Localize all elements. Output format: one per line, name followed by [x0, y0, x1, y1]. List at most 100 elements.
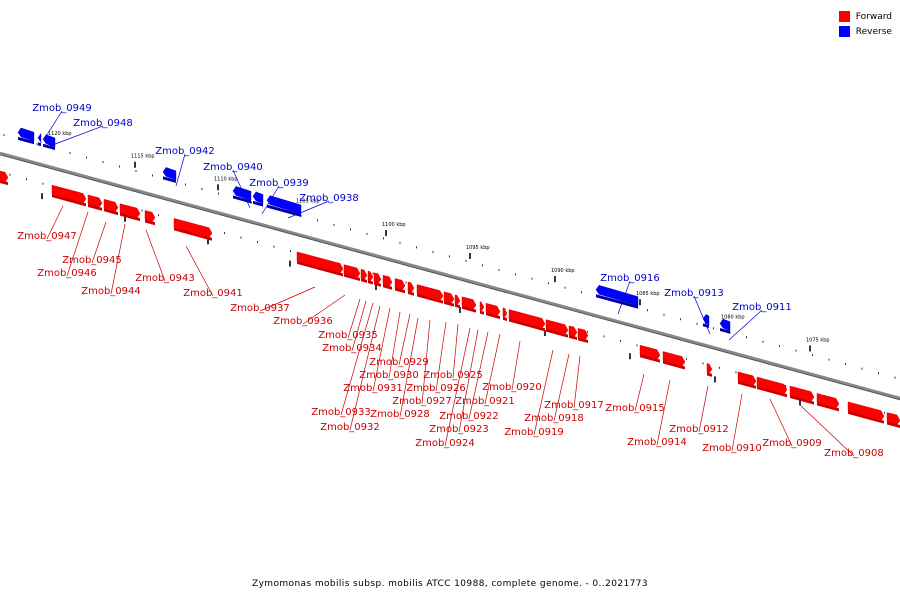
leader-line	[302, 294, 346, 325]
leader-line	[175, 153, 186, 187]
gene-face	[485, 303, 501, 317]
kbp-tick-label: 1105 kbp	[296, 199, 320, 205]
genome-caption: Zymomonas mobilis subsp. mobilis ATCC 10…	[252, 579, 648, 589]
leader-line	[444, 327, 471, 447]
backbone-shadow	[0, 153, 900, 401]
gene-label: Zmob_0908	[824, 448, 884, 459]
gene-label: Zmob_0911	[732, 302, 792, 313]
leader-line	[398, 313, 411, 366]
gene-face	[737, 371, 757, 387]
forward-gene	[382, 274, 393, 290]
kbp-tick-label: 1090 kbp	[551, 268, 575, 274]
gene-label: Zmob_0939	[249, 178, 309, 189]
forward-gene	[296, 251, 344, 277]
gene-label: Zmob_0948	[73, 118, 133, 129]
gene-face	[103, 199, 119, 213]
reverse-gene	[252, 191, 264, 207]
gene-label: Zmob_0934	[322, 343, 382, 354]
gene-label: Zmob_0924	[415, 438, 475, 449]
gene-labels: Zmob_0949 Zmob_0948 Zmob_0942 Zmob_0940 Zmob…	[17, 103, 884, 459]
forward-gene	[367, 270, 374, 285]
forward-gene	[51, 184, 87, 207]
gene-label: Zmob_0937	[230, 303, 290, 314]
forward-gene	[577, 328, 589, 344]
gene-side	[145, 219, 155, 226]
reverse-gene	[595, 284, 639, 309]
legend-forward: Forward	[838, 9, 892, 24]
kbp-tick-label: 1095 kbp	[466, 245, 490, 251]
gene-label: Zmob_0913	[664, 288, 724, 299]
gene-side	[596, 294, 638, 309]
gene-side	[757, 386, 787, 398]
leader-line	[232, 169, 251, 209]
gene-face	[508, 309, 546, 329]
leader-line	[693, 295, 711, 335]
leader-line	[259, 286, 316, 312]
gene-side	[569, 334, 577, 341]
leader-line	[261, 185, 280, 215]
gene-side	[848, 410, 884, 424]
leader-line	[145, 229, 166, 282]
forward-gene	[706, 363, 713, 377]
gene-side	[417, 293, 443, 304]
gene-label: Zmob_0942	[155, 146, 215, 157]
leader-line	[573, 355, 581, 409]
gene-face	[756, 376, 788, 395]
reverse-gene	[162, 167, 177, 183]
reverse-gene	[719, 318, 731, 334]
gene-face	[545, 319, 569, 335]
gene-face	[461, 296, 477, 310]
leader-line	[347, 298, 361, 339]
gene-face	[296, 251, 344, 274]
leader-line	[731, 393, 743, 452]
gene-face	[454, 294, 461, 306]
forward-gene	[508, 309, 546, 332]
forward-gene	[479, 301, 485, 315]
gene-face	[37, 132, 42, 144]
forward-gene	[394, 278, 406, 294]
gene-side	[887, 421, 900, 428]
legend-reverse-label: Reverse	[855, 26, 892, 37]
gene-label: Zmob_0910	[702, 443, 762, 454]
leader-line	[458, 329, 479, 433]
forward-gene	[662, 351, 686, 370]
gene-face	[595, 284, 639, 306]
leader-line	[49, 125, 104, 147]
leader-line	[769, 398, 793, 447]
gene-features	[0, 127, 900, 428]
gene-side	[374, 281, 381, 287]
gene-side	[546, 328, 568, 338]
leader-line	[435, 321, 447, 392]
gene-label: Zmob_0933	[311, 407, 371, 418]
gene-side	[395, 287, 405, 294]
reverse-gene	[17, 127, 35, 145]
leader-line	[553, 353, 570, 422]
legend-forward-label: Forward	[855, 11, 892, 22]
forward-gene	[816, 393, 840, 412]
gene-side	[174, 227, 212, 241]
reverse-gene	[42, 134, 56, 150]
gene-face	[479, 301, 485, 313]
gene-face	[394, 278, 406, 291]
backbone-line	[0, 151, 900, 400]
gene-face	[568, 325, 578, 338]
gene-face	[847, 401, 885, 421]
gene-label: Zmob_0925	[423, 370, 483, 381]
gene-label: Zmob_0940	[203, 162, 263, 173]
gene-face	[119, 203, 141, 219]
reverse-gene	[37, 132, 42, 147]
gene-side	[361, 278, 367, 283]
forward-gene	[639, 344, 661, 363]
gene-side	[253, 200, 263, 207]
gene-face	[42, 134, 56, 148]
leader-line	[44, 110, 63, 139]
gene-face	[17, 127, 35, 142]
leader-line	[452, 323, 459, 379]
gene-face	[639, 344, 661, 360]
forward-gene	[373, 272, 382, 287]
gene-label: Zmob_0928	[370, 409, 430, 420]
leader-line	[468, 331, 489, 420]
forward-gene	[789, 385, 815, 405]
gene-label: Zmob_0918	[524, 413, 584, 424]
gene-face	[144, 210, 156, 223]
